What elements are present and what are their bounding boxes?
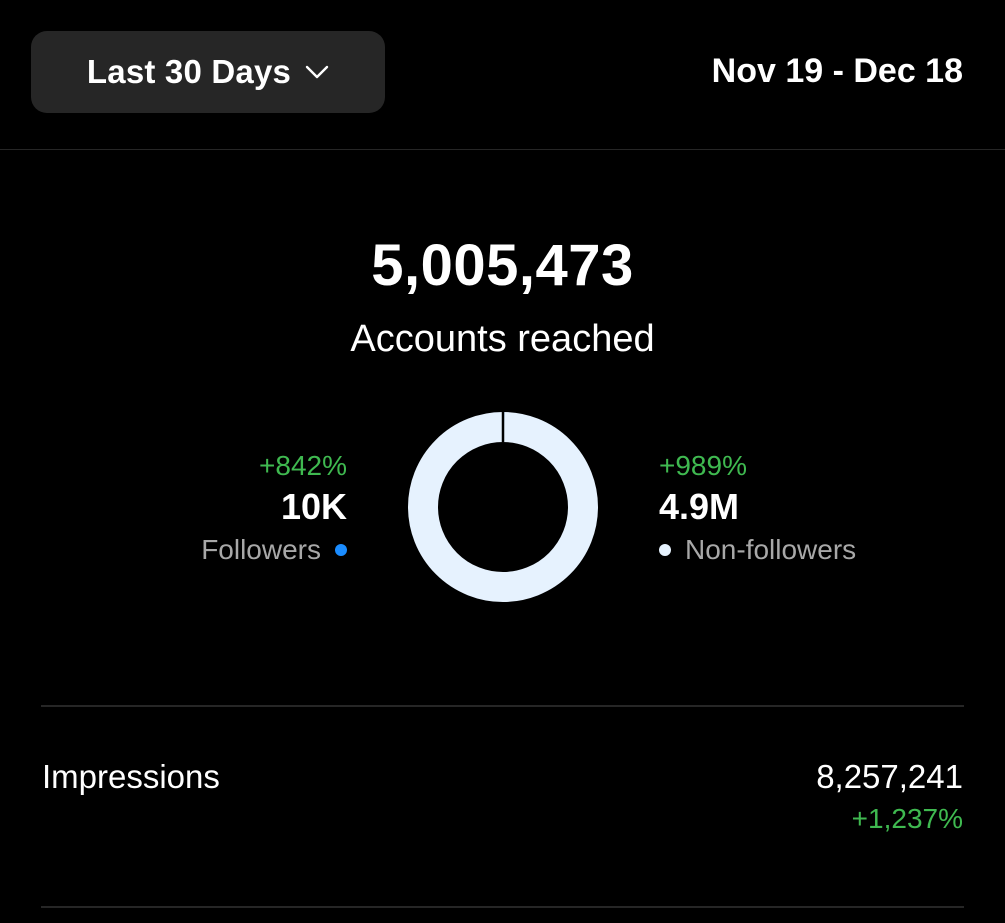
impressions-value: 8,257,241 xyxy=(816,758,963,795)
followers-legend: Followers xyxy=(201,530,347,570)
impressions-change: +1,237% xyxy=(851,803,963,834)
date-range-dropdown[interactable]: Last 30 Days xyxy=(31,31,385,113)
chevron-down-icon xyxy=(305,65,329,79)
non-followers-stat: +989% 4.9M Non-followers xyxy=(659,448,856,570)
non-followers-change: +989% xyxy=(659,450,747,481)
followers-label: Followers xyxy=(201,534,321,565)
accounts-reached-label: Accounts reached xyxy=(350,318,655,360)
range-selector-label: Last 30 Days xyxy=(86,53,292,90)
followers-value: 10K xyxy=(280,486,347,527)
reach-donut-chart xyxy=(408,412,598,602)
non-followers-legend: Non-followers xyxy=(659,530,856,570)
non-followers-dot xyxy=(659,544,671,556)
accounts-reached-value: 5,005,473 xyxy=(371,233,634,298)
non-followers-value: 4.9M xyxy=(659,486,740,527)
date-range-text: Nov 19 - Dec 18 xyxy=(711,52,963,90)
followers-dot xyxy=(335,544,347,556)
non-followers-label: Non-followers xyxy=(685,534,857,565)
followers-change: +842% xyxy=(259,450,347,481)
donut-non-followers-ring xyxy=(408,412,598,602)
impressions-label: Impressions xyxy=(42,758,220,795)
section-divider xyxy=(41,705,964,707)
header-divider xyxy=(0,149,1005,150)
followers-stat: +842% 10K Followers xyxy=(201,448,347,570)
bottom-divider xyxy=(41,906,964,908)
